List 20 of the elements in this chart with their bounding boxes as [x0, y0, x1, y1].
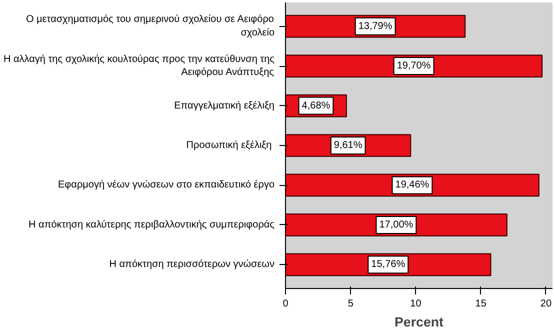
data-label: 13,79%: [358, 20, 392, 32]
y-tick-label: Η αλλαγή της σχολικής κουλτούρας προς την κατεύθυνση της Αειφόρου Ανάπτυξης: [3, 54, 275, 78]
y-tick-label: Εφαρμογή νέων γνώσεων στο εκπαιδευτικό έργο: [58, 180, 275, 191]
y-tick-label: Η απόκτηση καλύτερης περιβαλλοντικής συμπεριφοράς: [28, 219, 275, 230]
x-tick-label: 20: [540, 298, 552, 310]
data-label: 15,76%: [371, 259, 406, 270]
y-tick-label: Επαγγελματική εξέλιξη: [174, 100, 275, 112]
data-label: 19,70%: [396, 60, 431, 72]
data-label: 19,46%: [395, 180, 430, 191]
x-tick-label: 15: [475, 298, 487, 310]
data-label: 4,68%: [302, 100, 330, 112]
x-tick-label: 0: [282, 298, 289, 310]
x-tick-label: 10: [410, 298, 422, 310]
x-axis-title: Percent: [394, 314, 444, 330]
y-tick-label: Η απόκτηση περισσότερων γνώσεων: [109, 259, 275, 270]
x-tick-label: 5: [348, 298, 354, 310]
y-tick-label: Προσωπική εξέλιξη: [186, 140, 272, 151]
data-label: 9,61%: [334, 140, 362, 151]
y-tick-label: Ο μετασχηματισμός του σημερινού σχολείου σε Αειφόρο σχολείο: [26, 14, 275, 38]
data-label: 17,00%: [379, 219, 414, 230]
